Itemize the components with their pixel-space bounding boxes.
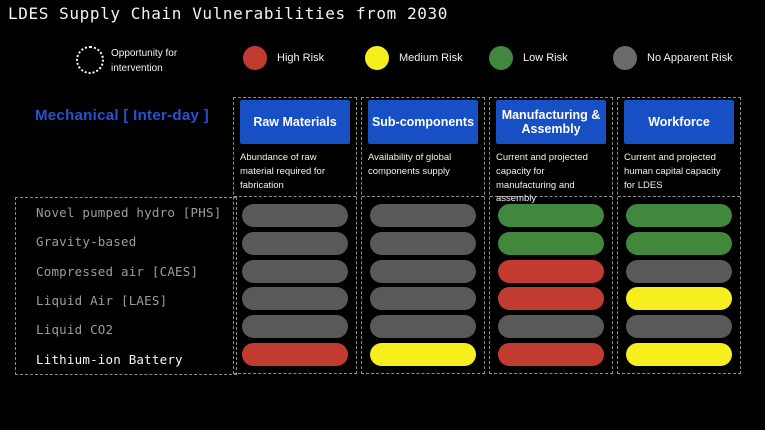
pill-list <box>362 197 484 373</box>
technology-row-labels: Novel pumped hydro [PHS] Gravity-based C… <box>15 197 237 375</box>
risk-pill <box>242 231 348 255</box>
risk-pill <box>626 231 732 255</box>
dotted-circle-icon <box>76 46 104 74</box>
column-description: Current and projected capacity for manuf… <box>496 152 588 205</box>
risk-pill <box>498 231 604 255</box>
column-description: Abundance of raw material required for f… <box>240 152 326 191</box>
column-header: Sub-components Availability of global co… <box>362 98 484 197</box>
risk-pill <box>626 343 732 367</box>
risk-pill <box>370 315 476 339</box>
legend-item-no-apparent-risk: No Apparent Risk <box>613 46 733 70</box>
risk-pill <box>242 343 348 367</box>
legend-item-high-risk: High Risk <box>243 46 324 70</box>
risk-pill <box>626 203 732 227</box>
risk-pill <box>370 343 476 367</box>
risk-matrix: Raw Materials Abundance of raw material … <box>233 97 741 374</box>
column-title: Raw Materials <box>240 100 350 144</box>
row-label-novel-pumped-hydro: Novel pumped hydro [PHS] <box>36 205 222 221</box>
column-header: Manufacturing & Assembly Current and pro… <box>490 98 612 204</box>
row-label-lithium-ion-battery: Lithium-ion Battery <box>36 351 183 367</box>
group-label-mechanical-interday: Mechanical [ Inter-day ] <box>35 107 209 124</box>
risk-pill <box>498 315 604 339</box>
risk-pill <box>370 231 476 255</box>
risk-pill <box>370 203 476 227</box>
column-title: Sub-components <box>368 100 478 144</box>
risk-pill <box>242 287 348 311</box>
risk-pill <box>498 343 604 367</box>
legend-label: Medium Risk <box>399 52 463 64</box>
risk-pill <box>498 259 604 283</box>
column-description: Availability of global components supply <box>368 152 452 177</box>
row-label-liquid-co2: Liquid CO2 <box>36 322 114 338</box>
low-risk-dot-icon <box>489 46 513 70</box>
column-title: Manufacturing & Assembly <box>496 100 606 144</box>
column-workforce: Workforce Current and projected human ca… <box>617 97 741 374</box>
pill-list <box>490 197 612 373</box>
legend-label: Low Risk <box>523 52 568 64</box>
risk-pill <box>498 287 604 311</box>
legend-intervention-label: Opportunity for intervention <box>111 48 178 74</box>
column-title: Workforce <box>624 100 734 144</box>
legend-item-medium-risk: Medium Risk <box>365 46 463 70</box>
column-sub-components: Sub-components Availability of global co… <box>361 97 485 374</box>
column-manufacturing-assembly: Manufacturing & Assembly Current and pro… <box>489 97 613 374</box>
medium-risk-dot-icon <box>365 46 389 70</box>
column-header: Workforce Current and projected human ca… <box>618 98 740 197</box>
no-apparent-risk-dot-icon <box>613 46 637 70</box>
legend-label: High Risk <box>277 52 325 64</box>
legend-label: No Apparent Risk <box>647 52 733 64</box>
risk-pill <box>498 203 604 227</box>
risk-pill <box>370 287 476 311</box>
high-risk-dot-icon <box>243 46 267 70</box>
risk-pill <box>626 259 732 283</box>
risk-pill <box>242 259 348 283</box>
risk-pill <box>242 315 348 339</box>
page-title: LDES Supply Chain Vulnerabilities from 2… <box>8 4 449 23</box>
pill-list <box>234 197 356 373</box>
risk-pill <box>626 315 732 339</box>
row-label-liquid-air: Liquid Air [LAES] <box>36 293 168 309</box>
risk-pill <box>370 259 476 283</box>
column-raw-materials: Raw Materials Abundance of raw material … <box>233 97 357 374</box>
row-label-compressed-air: Compressed air [CAES] <box>36 263 199 279</box>
legend-item-low-risk: Low Risk <box>489 46 568 70</box>
row-label-gravity-based: Gravity-based <box>36 234 137 250</box>
pill-list <box>618 197 740 373</box>
risk-pill <box>242 203 348 227</box>
column-header: Raw Materials Abundance of raw material … <box>234 98 356 197</box>
risk-pill <box>626 287 732 311</box>
column-description: Current and projected human capital capa… <box>624 152 721 191</box>
